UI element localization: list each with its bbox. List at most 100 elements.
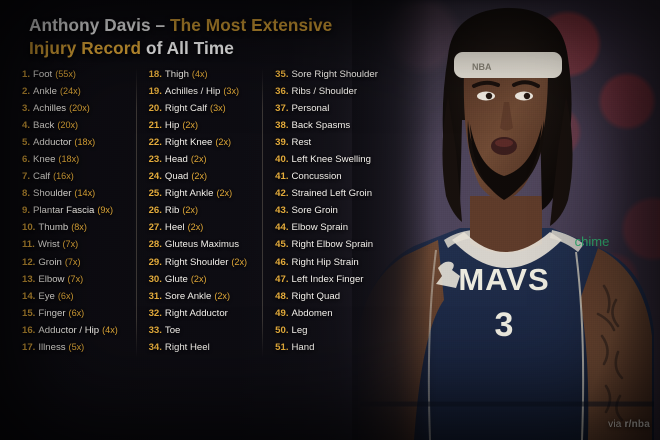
injury-count: (2x) xyxy=(215,137,232,148)
injury-name: Thumb xyxy=(38,222,69,234)
injury-rank: 6. xyxy=(22,154,31,166)
injury-name: Finger xyxy=(38,307,66,319)
injury-list-item: 41. Concussion xyxy=(275,168,422,185)
jersey-team-wordmark: MAVS xyxy=(458,262,549,297)
injury-name: Adductor xyxy=(33,137,72,149)
jersey-number: 3 xyxy=(495,306,514,344)
injury-rank: 31. xyxy=(148,290,162,302)
injury-name: Sore Ankle xyxy=(164,290,212,302)
injury-rank: 9. xyxy=(22,205,31,217)
injury-name: Right Quad xyxy=(291,290,341,302)
injury-list-item: 17. Illness (5x) xyxy=(22,339,136,356)
injury-count: (7x) xyxy=(62,239,79,250)
injury-rank: 35. xyxy=(275,69,289,80)
injury-list-item: 13. Elbow (7x) xyxy=(22,271,136,288)
injury-rank: 51. xyxy=(275,341,289,353)
injury-rank: 25. xyxy=(148,188,162,200)
injury-name: Leg xyxy=(291,324,308,336)
injury-list-item: 24. Quad (2x) xyxy=(149,168,263,185)
injury-name: Achilles xyxy=(33,103,67,115)
injury-rank: 24. xyxy=(148,171,162,183)
injury-list-item: 51. Hand xyxy=(275,339,422,356)
injury-name: Sore Groin xyxy=(291,205,338,217)
arm-tattoos xyxy=(596,284,624,422)
injury-rank: 20. xyxy=(148,103,162,115)
injury-rank: 28. xyxy=(148,239,162,251)
injury-list-item: 28. Gluteus Maximus xyxy=(149,236,263,253)
injury-name: Hip xyxy=(164,120,180,132)
headband-nba-logo: NBA xyxy=(472,62,492,72)
player-right-arm xyxy=(580,248,652,440)
injury-count: (16x) xyxy=(53,171,74,182)
injury-list-item: 43. Sore Groin xyxy=(275,202,422,219)
injury-count: (2x) xyxy=(182,205,198,216)
injury-name: Illness xyxy=(38,341,66,353)
injury-rank: 21. xyxy=(148,120,162,132)
injury-count: (18x) xyxy=(58,154,80,165)
injury-list-item: 47. Left Index Finger xyxy=(275,271,422,288)
injury-count: (8x) xyxy=(71,222,87,233)
injury-name: Ankle xyxy=(33,86,58,98)
injury-name: Groin xyxy=(38,256,62,268)
injury-rank: 26. xyxy=(148,205,162,217)
injury-count: (2x) xyxy=(190,154,207,165)
injury-rank: 42. xyxy=(275,188,289,200)
injury-name: Achilles / Hip xyxy=(164,86,221,98)
injury-name: Right Heel xyxy=(164,341,210,353)
injury-name: Back xyxy=(33,120,55,132)
jersey-sponsor-chime: chime xyxy=(575,234,610,249)
injury-name: Strained Left Groin xyxy=(291,188,373,200)
injury-name: Right Hip Strain xyxy=(291,256,359,268)
injury-name: Foot xyxy=(33,69,53,80)
injury-count: (18x) xyxy=(74,137,96,148)
injury-name: Hand xyxy=(291,341,315,353)
injury-name: Heel xyxy=(164,222,185,234)
injury-rank: 10. xyxy=(22,222,36,234)
injury-count: (20x) xyxy=(57,120,79,131)
injury-list-item: 14. Eye (6x) xyxy=(22,288,136,305)
injury-count: (2x) xyxy=(231,256,248,267)
injury-list-item: 46. Right Hip Strain xyxy=(275,254,422,271)
injury-rank: 4. xyxy=(22,120,31,132)
injury-rank: 40. xyxy=(275,154,289,166)
injury-name: Right Calf xyxy=(164,103,208,115)
injury-count: (4x) xyxy=(102,324,118,335)
injury-rank: 8. xyxy=(22,188,31,200)
injury-name: Head xyxy=(164,154,188,166)
injury-name: Elbow xyxy=(38,273,65,285)
credit-prefix: via xyxy=(608,419,625,430)
injury-count: (2x) xyxy=(182,120,198,131)
injury-name: Right Elbow Sprain xyxy=(291,239,374,251)
injury-count: (2x) xyxy=(191,171,208,182)
injury-name: Concussion xyxy=(291,171,342,183)
injury-list-item: 7. Calf (16x) xyxy=(22,168,136,185)
injury-rank: 23. xyxy=(148,154,162,166)
title-part-highlight-1: The Most Extensive xyxy=(170,15,333,35)
injury-name: Abdomen xyxy=(291,307,333,319)
injury-list-item: 35. Sore Right Shoulder xyxy=(275,66,422,83)
injury-count: (6x) xyxy=(68,307,85,318)
injury-rank: 13. xyxy=(22,273,36,285)
injury-list-item: 50. Leg xyxy=(275,322,422,339)
injury-rank: 27. xyxy=(148,222,162,234)
injury-count: (55x) xyxy=(55,69,76,79)
injury-count: (2x) xyxy=(187,222,204,233)
injury-list-item: 34. Right Heel xyxy=(149,339,263,356)
injury-list-item: 36. Ribs / Shoulder xyxy=(275,83,422,100)
injury-count: (3x) xyxy=(210,103,226,114)
injury-rank: 29. xyxy=(148,256,162,268)
source-credit: via r/nba xyxy=(608,419,650,430)
injury-list-item: 10. Thumb (8x) xyxy=(22,219,136,236)
injury-name: Quad xyxy=(164,171,189,183)
injury-rank: 3. xyxy=(22,103,31,115)
injury-count: (7x) xyxy=(64,256,81,267)
title-part-name: Anthony Davis – xyxy=(29,15,171,35)
injury-list-item: 16. Adductor / Hip (4x) xyxy=(22,322,136,339)
jersey-collar xyxy=(452,232,562,268)
injury-rank: 30. xyxy=(148,273,162,285)
injury-count: (6x) xyxy=(57,290,74,301)
injury-rank: 22. xyxy=(148,137,162,149)
injury-name: Ribs / Shoulder xyxy=(291,86,358,98)
text-panel-scrim xyxy=(0,0,430,440)
injury-list-item: 22. Right Knee (2x) xyxy=(149,134,263,151)
